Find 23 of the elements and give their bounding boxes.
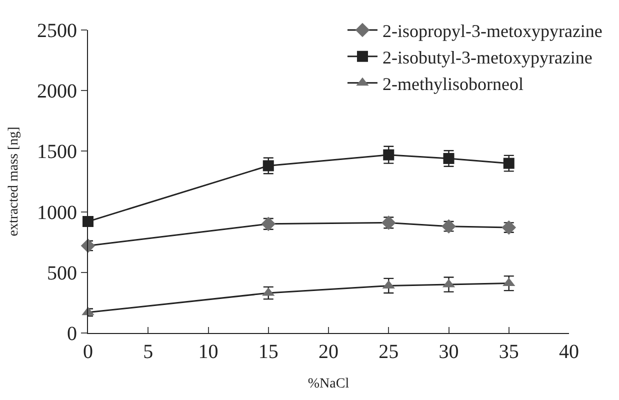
x-tick-label: 10 bbox=[198, 341, 218, 363]
legend-label: 2-isobutyl-3-metoxypyrazine bbox=[382, 47, 592, 68]
y-tick-label: 1500 bbox=[37, 141, 77, 164]
x-tick-label: 30 bbox=[438, 341, 459, 363]
y-tick-label: 1000 bbox=[37, 202, 77, 224]
point bbox=[82, 216, 94, 227]
y-tick-label: 0 bbox=[67, 323, 77, 345]
point bbox=[383, 149, 394, 160]
x-tick-label: 35 bbox=[498, 341, 519, 363]
y-tick-label: 2500 bbox=[37, 20, 77, 42]
legend-label: 2-methylisoborneol bbox=[382, 74, 524, 94]
x-tick-label: 5 bbox=[143, 341, 154, 363]
x-tick-label: 25 bbox=[378, 341, 399, 363]
x-tick-label: 0 bbox=[83, 341, 93, 363]
x-tick-label: 40 bbox=[559, 341, 579, 363]
y-axis-title: extracted mass [ng] bbox=[6, 126, 22, 236]
y-tick-label: 500 bbox=[47, 262, 77, 284]
x-tick-label: 20 bbox=[318, 341, 338, 363]
legend-label: 2-isopropyl-3-metoxypyrazine bbox=[382, 21, 602, 42]
x-tick-label: 15 bbox=[258, 341, 278, 363]
x-axis-title: %NaCl bbox=[308, 376, 350, 392]
point bbox=[80, 238, 96, 253]
y-tick-label: 2000 bbox=[37, 80, 77, 103]
